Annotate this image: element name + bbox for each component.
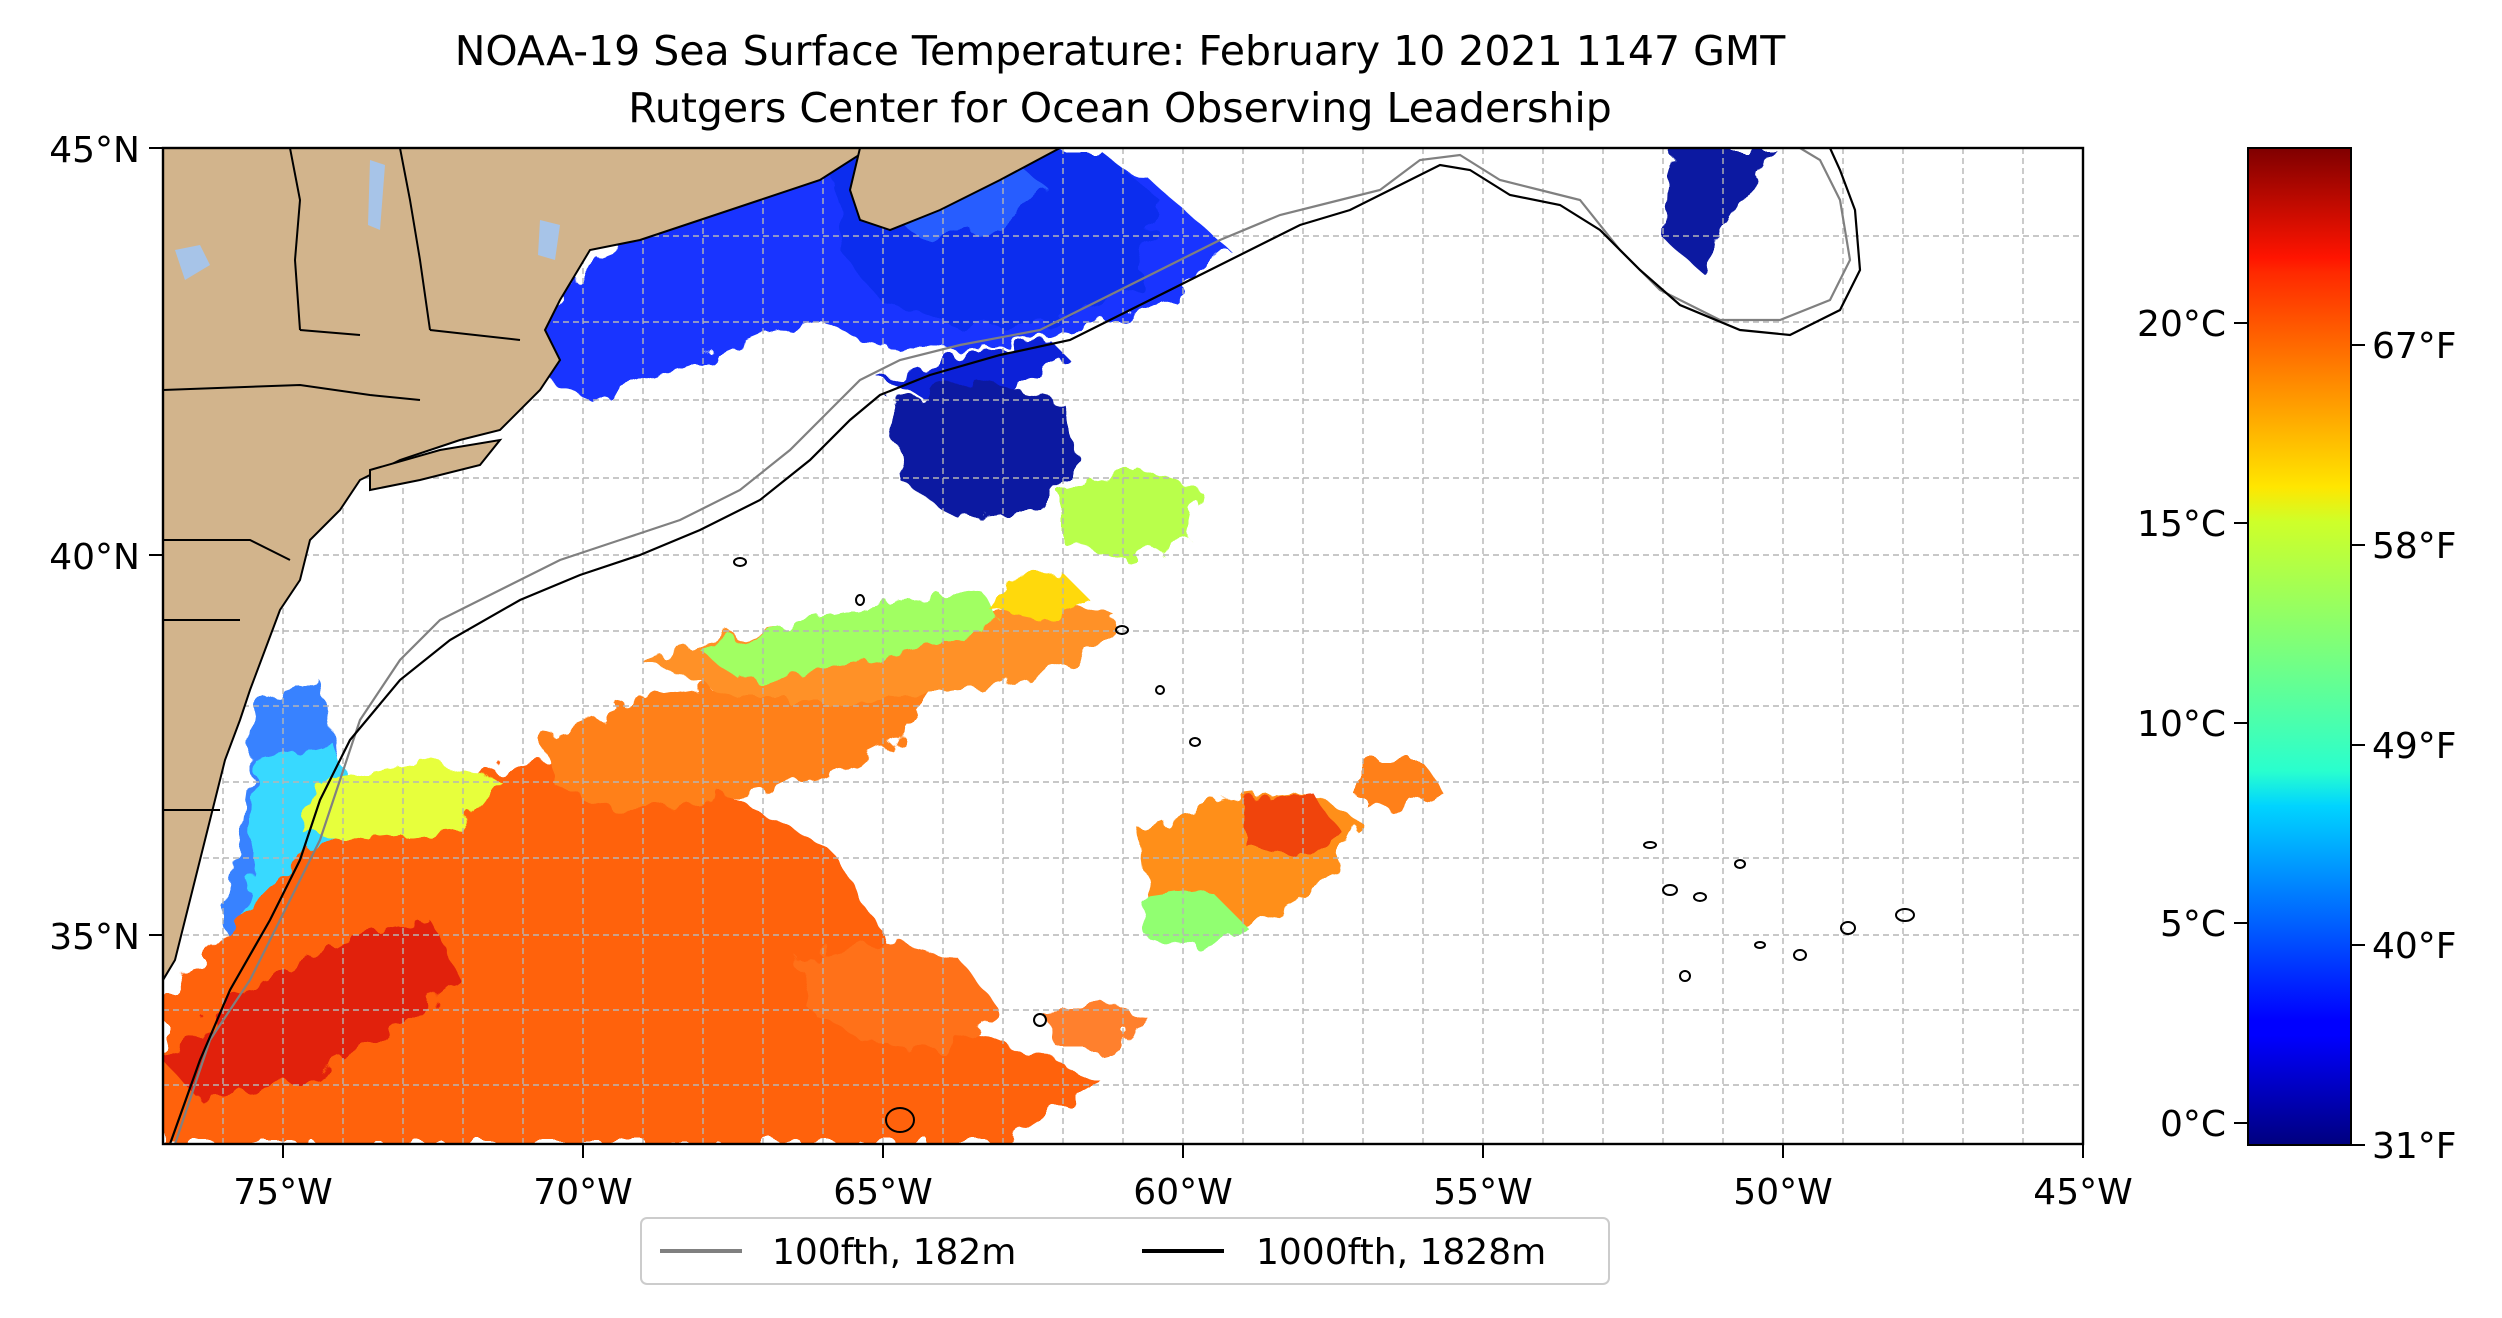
cbar-f-label-58: 58°F bbox=[2372, 526, 2457, 567]
title-line-2: Rutgers Center for Ocean Observing Leade… bbox=[628, 84, 1612, 132]
map-panel bbox=[163, 148, 2083, 1144]
y-tick-label-40n: 40°N bbox=[49, 537, 140, 578]
sst-georges-cold bbox=[880, 340, 1070, 400]
sst-patch-yellow-mid bbox=[990, 570, 1090, 620]
lakes bbox=[175, 160, 560, 280]
land-north-america bbox=[163, 148, 872, 982]
y-axis bbox=[149, 147, 163, 936]
legend: 100fth, 182m 1000fth, 1828m bbox=[640, 1217, 1610, 1285]
state-borders bbox=[163, 148, 521, 811]
cbar-c-label-0: 0°C bbox=[2160, 1104, 2226, 1145]
cbar-f-label-40: 40°F bbox=[2372, 926, 2457, 967]
x-tick-label-60w: 60°W bbox=[1133, 1172, 1232, 1213]
legend-box bbox=[640, 1217, 1610, 1285]
legend-label-1000fth: 1000fth, 1828m bbox=[1256, 1232, 1546, 1273]
cbar-f-label-49: 49°F bbox=[2372, 726, 2457, 767]
colorbar: 0°C 5°C 10°C 15°C 20°C 31°F 40°F 49°F 58… bbox=[2137, 147, 2457, 1167]
sst-gulf-stream-yellow bbox=[300, 760, 500, 840]
sst-slope-green-band bbox=[700, 590, 1000, 680]
cbar-c-label-15: 15°C bbox=[2137, 504, 2226, 545]
contour-1000fth bbox=[168, 148, 1862, 1144]
title-line-1: NOAA-19 Sea Surface Temperature: Februar… bbox=[455, 27, 1787, 75]
cbar-f-label-67: 67°F bbox=[2372, 326, 2457, 367]
sst-patch-red-central bbox=[1240, 790, 1340, 860]
sst-ridge-green bbox=[1060, 470, 1200, 560]
cbar-c-label-10: 10°C bbox=[2137, 704, 2226, 745]
map-frame bbox=[161, 146, 2085, 1146]
cbar-c-label-20: 20°C bbox=[2137, 304, 2226, 345]
sst-patch-northeast bbox=[1665, 148, 1775, 270]
sst-patch-orange-east bbox=[1360, 760, 1440, 810]
x-tick-label-55w: 55°W bbox=[1433, 1172, 1532, 1213]
legend-label-100fth: 100fth, 182m bbox=[772, 1232, 1016, 1273]
x-tick-label-70w: 70°W bbox=[533, 1172, 632, 1213]
colorbar-fahrenheit-ticks bbox=[2351, 344, 2365, 1146]
y-tick-label-35n: 35°N bbox=[49, 917, 140, 958]
land-long-island bbox=[369, 438, 503, 492]
sst-slope-cold-patch bbox=[890, 380, 1080, 520]
colorbar-celsius-ticks bbox=[2234, 322, 2248, 1124]
colorbar-gradient bbox=[2247, 147, 2352, 1146]
y-tick-label-45n: 45°N bbox=[49, 130, 140, 171]
contour-100fth bbox=[173, 148, 1852, 1144]
sst-gulf-stream-south bbox=[163, 760, 1100, 1144]
x-tick-label-45w: 45°W bbox=[2033, 1172, 2132, 1213]
sst-gulf-stream-core bbox=[163, 920, 460, 1100]
x-tick-label-50w: 50°W bbox=[1733, 1172, 1832, 1213]
x-tick-label-65w: 65°W bbox=[833, 1172, 932, 1213]
seamount-contours bbox=[733, 557, 1915, 1133]
cbar-c-label-5: 5°C bbox=[2160, 904, 2226, 945]
cbar-f-label-31: 31°F bbox=[2372, 1126, 2457, 1167]
land-nova-scotia bbox=[848, 148, 1061, 232]
x-axis bbox=[282, 1144, 2084, 1158]
x-tick-label-75w: 75°W bbox=[233, 1172, 332, 1213]
sst-patch-orange-south bbox=[800, 940, 1000, 1050]
